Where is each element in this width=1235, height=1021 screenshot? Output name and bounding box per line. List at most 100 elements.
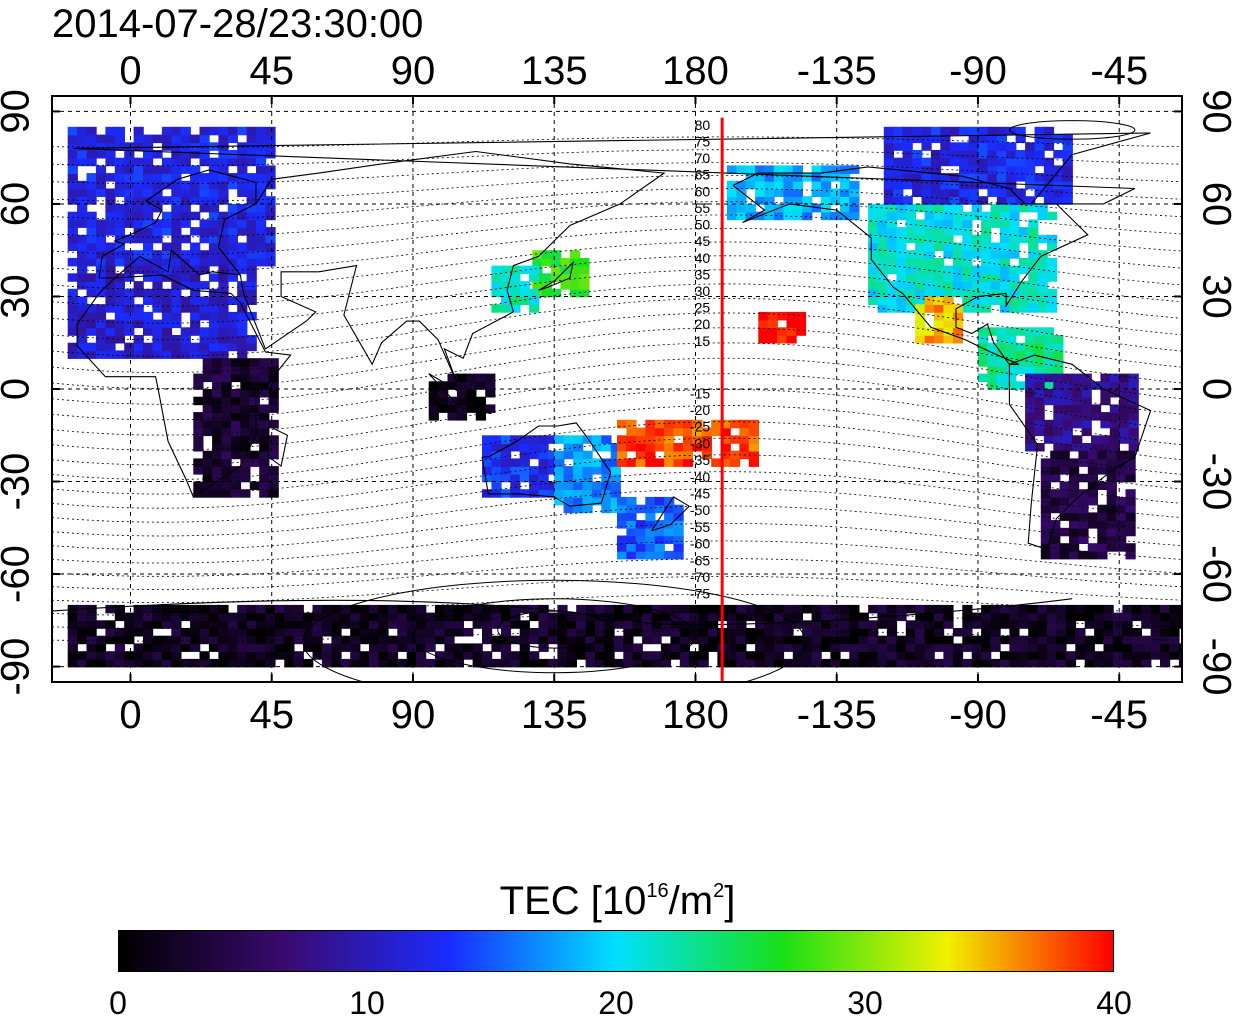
tec-cell	[428, 396, 439, 406]
tec-cell	[246, 234, 257, 244]
tec-cell	[792, 604, 803, 614]
tec-cell	[1018, 304, 1029, 313]
tec-cell	[519, 604, 530, 614]
tec-cell	[1103, 651, 1114, 660]
tec-cell	[1109, 427, 1120, 437]
tec-cell	[940, 142, 951, 151]
tec-cell	[114, 219, 125, 228]
tec-cell	[190, 196, 201, 205]
tec-cell	[406, 651, 417, 660]
tec-cell	[1028, 288, 1039, 298]
tec-cell	[538, 635, 549, 645]
tec-cell	[999, 211, 1011, 221]
tec-cell	[755, 620, 766, 629]
tec-cell	[1094, 620, 1105, 629]
tec-cell	[1097, 458, 1108, 467]
tec-cell	[208, 273, 220, 282]
tec-cell	[114, 335, 125, 344]
tec-cell	[1091, 404, 1102, 413]
tec-cell	[1025, 412, 1036, 421]
tec-cell	[698, 612, 709, 622]
tec-cell	[447, 404, 458, 413]
tec-cell	[962, 250, 973, 259]
tec-cell	[259, 435, 270, 444]
tec-cell	[1025, 157, 1036, 167]
tec-cell	[293, 612, 304, 622]
tec-cell	[990, 635, 1001, 645]
tec-cell	[664, 512, 675, 521]
tec-cell	[124, 296, 135, 305]
tec-cell	[660, 643, 672, 652]
tec-cell	[1006, 335, 1017, 344]
tec-cell	[1047, 288, 1058, 298]
tec-cell	[617, 550, 628, 560]
tec-cell	[595, 604, 606, 614]
tec-cell	[77, 304, 88, 313]
tec-cell	[95, 304, 107, 313]
tec-cell	[1037, 658, 1048, 668]
tec-cell	[256, 643, 267, 652]
tec-cell	[1043, 373, 1055, 383]
tec-cell	[915, 651, 926, 660]
tec-cell	[114, 350, 125, 359]
tec-cell	[475, 381, 486, 390]
tec-cell	[369, 643, 380, 652]
tec-cell	[962, 281, 973, 290]
tec-cell	[237, 250, 248, 259]
tec-cell	[434, 651, 446, 660]
tec-cell	[249, 427, 260, 437]
tec-cell	[161, 643, 173, 652]
tec-cell	[1128, 396, 1139, 406]
tec-cell	[921, 188, 932, 197]
tec-cell	[623, 651, 634, 660]
tec-cell	[613, 620, 625, 629]
tec-cell	[1043, 389, 1055, 398]
tec-cell	[143, 319, 154, 329]
tec-cell	[143, 219, 154, 228]
tec-cell	[626, 520, 637, 529]
tec-cell	[230, 473, 242, 483]
tec-cell	[1072, 435, 1083, 444]
tec-cell	[212, 489, 223, 498]
tec-cell	[529, 304, 540, 313]
tec-cell	[566, 635, 577, 645]
tec-cell	[171, 620, 182, 629]
tec-cell	[67, 635, 78, 645]
tec-cell	[1128, 435, 1139, 444]
tec-cell	[171, 281, 182, 290]
tec-cell	[613, 635, 625, 645]
tec-cell	[1075, 628, 1086, 637]
tec-cell	[208, 126, 220, 136]
tec-cell	[573, 489, 584, 498]
tec-cell	[190, 635, 201, 645]
tec-cell	[582, 458, 593, 467]
tec-cell	[453, 612, 464, 622]
tec-cell	[601, 435, 612, 444]
tec-cell	[1122, 612, 1133, 622]
tec-cell	[541, 288, 552, 298]
tec-cell	[190, 296, 201, 305]
tec-cell	[1009, 604, 1020, 614]
tec-cell	[77, 319, 88, 329]
tec-cell	[745, 211, 756, 221]
tec-cell	[726, 651, 738, 660]
tec-cell	[645, 512, 656, 521]
tec-cell	[682, 427, 694, 437]
coastline	[52, 598, 1073, 626]
tec-cell	[1025, 365, 1036, 375]
tec-cell	[978, 165, 989, 174]
tec-cell	[664, 458, 675, 467]
tec-cell	[557, 620, 568, 629]
tec-cell	[595, 620, 606, 629]
tec-cell	[896, 265, 907, 275]
tec-cell	[896, 604, 907, 614]
tec-cell	[952, 265, 964, 275]
tec-cell	[124, 173, 135, 182]
tec-cell	[331, 658, 342, 668]
tec-cell	[249, 358, 260, 367]
tec-cell	[1047, 257, 1058, 267]
tec-cell	[1116, 543, 1127, 552]
tec-cell	[221, 450, 232, 460]
tec-cell	[265, 635, 276, 645]
tec-cell	[999, 604, 1011, 614]
